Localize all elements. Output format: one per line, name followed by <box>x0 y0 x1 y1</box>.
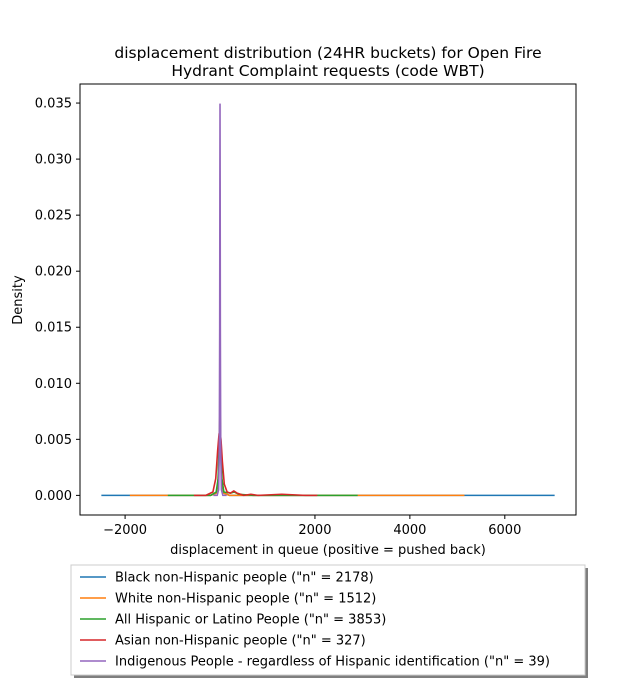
x-tick-label: 6000 <box>488 523 521 538</box>
y-tick-label: 0.015 <box>35 321 72 336</box>
y-tick-label: 0.025 <box>35 209 72 224</box>
x-tick-label: 2000 <box>298 523 331 538</box>
chart-title-line-1: displacement distribution (24HR buckets)… <box>114 44 541 62</box>
legend-label-2: White non-Hispanic people ("n" = 1512) <box>115 592 376 607</box>
legend-label-3: All Hispanic or Latino People ("n" = 385… <box>115 613 386 628</box>
x-tick-label: −2000 <box>103 523 147 538</box>
y-tick-label: 0.010 <box>35 377 72 392</box>
y-tick-label: 0.005 <box>35 433 72 448</box>
legend-label-5: Indigenous People - regardless of Hispan… <box>115 655 550 670</box>
x-tick-label: 4000 <box>393 523 426 538</box>
legend-label-1: Black non-Hispanic people ("n" = 2178) <box>115 571 374 586</box>
chart-title-line-2: Hydrant Complaint requests (code WBT) <box>171 62 484 80</box>
y-axis-label: Density <box>11 275 26 325</box>
x-axis-label: displacement in queue (positive = pushed… <box>170 543 486 558</box>
chart-title: displacement distribution (24HR buckets)… <box>114 44 541 80</box>
x-tick-label: 0 <box>216 523 224 538</box>
y-tick-label: 0.000 <box>35 489 72 504</box>
legend-label-4: Asian non-Hispanic people ("n" = 327) <box>115 634 366 649</box>
legend: Black non-Hispanic people ("n" = 2178) Wh… <box>71 565 588 678</box>
y-tick-label: 0.030 <box>35 153 72 168</box>
y-tick-label: 0.035 <box>35 97 72 112</box>
y-tick-label: 0.020 <box>35 265 72 280</box>
